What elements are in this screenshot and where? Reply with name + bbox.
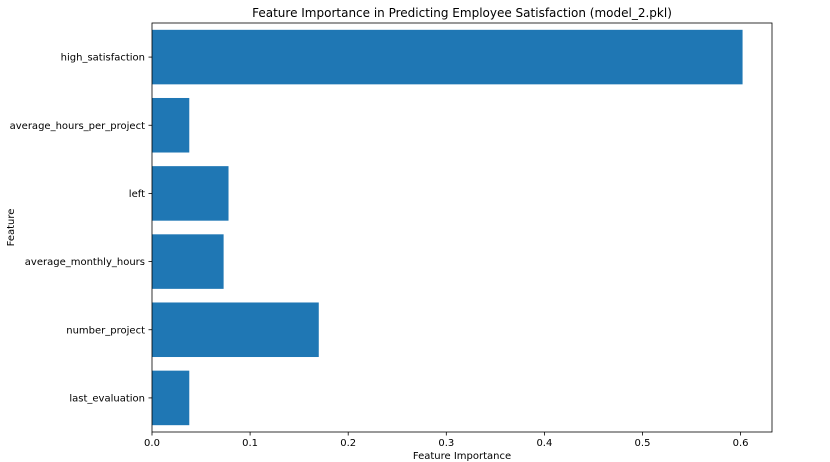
x-axis-label: Feature Importance xyxy=(413,451,511,462)
y-tick-label: last_evaluation xyxy=(69,393,145,404)
y-axis-ticks: high_satisfaction average_hours_per_proje… xyxy=(10,53,152,404)
bar-number-project xyxy=(152,302,319,358)
x-tick-label: 0.4 xyxy=(536,438,552,449)
x-tick-label: 0.6 xyxy=(733,438,749,449)
x-tick-label: 0.3 xyxy=(438,438,454,449)
x-axis-ticks: 0.0 0.1 0.2 0.3 0.4 0.5 0.6 xyxy=(144,432,749,449)
y-axis-label: Feature xyxy=(6,209,17,247)
x-tick-label: 0.5 xyxy=(635,438,651,449)
bar-left xyxy=(152,166,229,221)
plot-area-frame xyxy=(151,22,773,433)
x-tick-label: 0.0 xyxy=(144,438,160,449)
y-tick-label: high_satisfaction xyxy=(61,53,145,64)
bar-average-hours-per-project xyxy=(152,97,190,153)
bar-high-satisfaction xyxy=(152,29,743,85)
y-tick-label: number_project xyxy=(66,325,145,336)
bar-last-evaluation xyxy=(152,370,190,426)
y-tick-label: average_monthly_hours xyxy=(25,257,145,268)
x-tick-label: 0.1 xyxy=(242,438,258,449)
chart-title: Feature Importance in Predicting Employe… xyxy=(252,6,672,20)
y-tick-label: left xyxy=(129,189,145,200)
y-tick-label: average_hours_per_project xyxy=(10,121,145,132)
x-tick-label: 0.2 xyxy=(340,438,356,449)
bars-group xyxy=(152,29,743,426)
bar-average-monthly-hours xyxy=(152,234,224,289)
